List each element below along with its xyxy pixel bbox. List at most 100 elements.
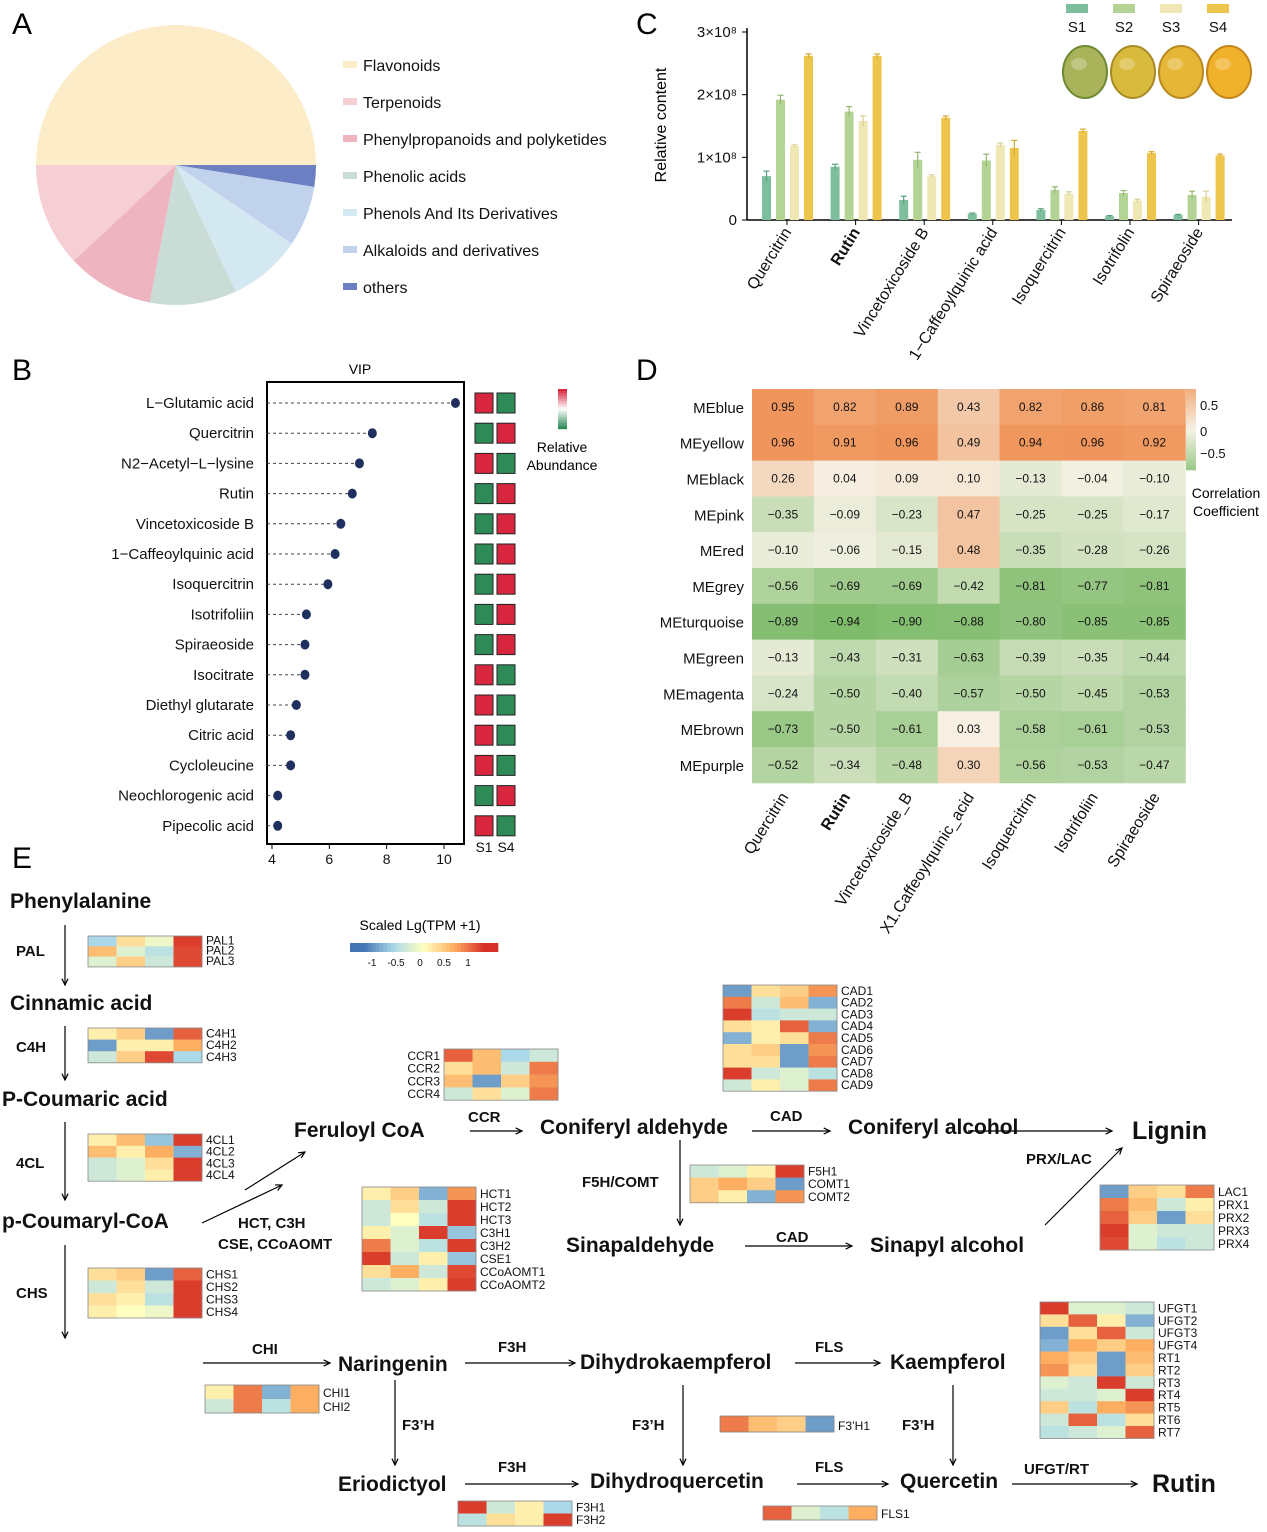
- x-tick-label: Isoquercitrin: [1009, 225, 1070, 308]
- arrow-head: [571, 1480, 580, 1488]
- abundance-cell-s1: [474, 754, 494, 776]
- pie-slice: [36, 165, 176, 261]
- gene-cell: [1157, 1211, 1186, 1225]
- tpm-legend-step: [461, 943, 465, 952]
- corr-cell: [752, 460, 815, 497]
- corr-cell: [875, 747, 939, 784]
- gene-label: F3H2: [576, 1513, 606, 1527]
- corr-legend-step: [1186, 464, 1196, 468]
- pathway-arrow: [244, 1151, 306, 1191]
- gene-cell: [173, 1039, 203, 1052]
- gene-cell: [1157, 1198, 1186, 1212]
- gene-label: CAD4: [841, 1019, 873, 1033]
- legend-label: S2: [1115, 19, 1133, 36]
- vip-metabolite-label: Vincetoxicoside B: [136, 516, 254, 533]
- gene-cell: [777, 1416, 806, 1433]
- corr-cell: [1123, 424, 1186, 462]
- corr-cell: [752, 568, 815, 605]
- row-label: MEred: [700, 543, 744, 560]
- gene-label: RT5: [1158, 1401, 1181, 1415]
- corr-cell: [875, 639, 939, 676]
- gene-cell: [1040, 1426, 1069, 1439]
- abundance-legend-step: [558, 417, 567, 420]
- enzyme-label: PAL: [16, 943, 45, 960]
- gene-cell: [419, 1265, 448, 1279]
- tpm-legend-step: [398, 943, 403, 952]
- corr-legend-step: [1186, 416, 1196, 419]
- abundance-cell-s4: [496, 815, 516, 837]
- gene-label: F3’H1: [838, 1419, 870, 1433]
- gene-cell: [1068, 1302, 1098, 1315]
- gene-cell: [447, 1278, 477, 1292]
- tpm-legend-step: [420, 943, 425, 952]
- tpm-legend-tick: 1: [465, 958, 471, 969]
- gene-cell: [1097, 1314, 1126, 1328]
- gene-cell: [1068, 1376, 1098, 1390]
- gene-cell: [145, 1280, 174, 1294]
- tpm-legend-step: [457, 943, 462, 952]
- gene-cell: [472, 1049, 502, 1063]
- vip-point: [273, 790, 283, 801]
- gene-cell: [543, 1513, 573, 1527]
- gene-cell: [1040, 1401, 1069, 1414]
- gene-label: C4H3: [206, 1050, 237, 1064]
- gene-cell: [1068, 1351, 1098, 1365]
- abundance-cell-s1: [474, 634, 494, 656]
- tpm-legend-step: [416, 943, 421, 952]
- gene-cell: [88, 1028, 117, 1040]
- gene-label: RT4: [1158, 1388, 1181, 1402]
- corr-value: 0.91: [833, 436, 857, 450]
- arrow-head: [568, 1359, 577, 1367]
- gene-label: CHI1: [323, 1386, 351, 1400]
- fruit-image: [1062, 45, 1108, 99]
- corr-value: −0.53: [1139, 722, 1170, 736]
- legend-label: Flavonoids: [363, 58, 440, 75]
- gene-cell: [1125, 1326, 1155, 1340]
- compound-label: Phenylalanine: [10, 890, 151, 913]
- panel-label-d: D: [636, 354, 658, 387]
- corr-legend-step: [1186, 402, 1196, 406]
- abundance-col-label: S1: [475, 839, 492, 855]
- gene-label: CSE1: [480, 1252, 512, 1266]
- corr-legend-step: [1186, 426, 1196, 430]
- compound-label: Cinnamic acid: [10, 992, 152, 1015]
- vip-point: [330, 549, 340, 559]
- abundance-legend-step: [558, 393, 567, 396]
- gene-cell: [529, 1074, 559, 1088]
- corr-cell: [999, 460, 1062, 497]
- gene-cell: [1097, 1413, 1126, 1427]
- gene-label: RT1: [1158, 1351, 1181, 1365]
- vip-tick-label: 4: [268, 851, 276, 867]
- gene-cell: [748, 1416, 778, 1433]
- bar-chart: Relative content 0 1×10⁸ 2×10⁸ 3×10⁸ Quercit…: [653, 4, 1252, 363]
- col-label: Isotrifoliin: [1052, 790, 1102, 856]
- gene-cell: [1100, 1211, 1129, 1225]
- gene-cell: [145, 1169, 174, 1182]
- enzyme-label: F5H/COMT: [582, 1174, 659, 1191]
- legend-swatch: [343, 98, 357, 105]
- gene-cell: [543, 1501, 573, 1514]
- gene-cell: [718, 1177, 748, 1191]
- gene-cell: [88, 1157, 117, 1170]
- gene-cell: [116, 1280, 146, 1294]
- bar: [1009, 147, 1019, 220]
- vip-metabolite-label: Neochlorogenic acid: [118, 788, 254, 805]
- corr-legend-tick: 0.5: [1200, 398, 1218, 413]
- row-label: MEpurple: [680, 758, 744, 775]
- corr-value: −0.73: [768, 722, 799, 736]
- gene-cell: [419, 1200, 448, 1214]
- tpm-legend-step: [438, 943, 443, 952]
- compound-label: Coniferyl aldehyde: [540, 1116, 728, 1139]
- bar: [844, 111, 854, 220]
- corr-cell: [813, 389, 877, 426]
- corr-cell: [937, 568, 1001, 605]
- gene-cell: [145, 946, 174, 957]
- gene-cell: [808, 1008, 838, 1021]
- gene-cell: [780, 1067, 809, 1080]
- row-label: MEblack: [686, 472, 744, 489]
- gene-cell: [1125, 1351, 1155, 1365]
- abundance-legend-step: [558, 419, 567, 422]
- abundance-legend-title-2: Abundance: [527, 457, 598, 473]
- vip-point: [323, 579, 333, 590]
